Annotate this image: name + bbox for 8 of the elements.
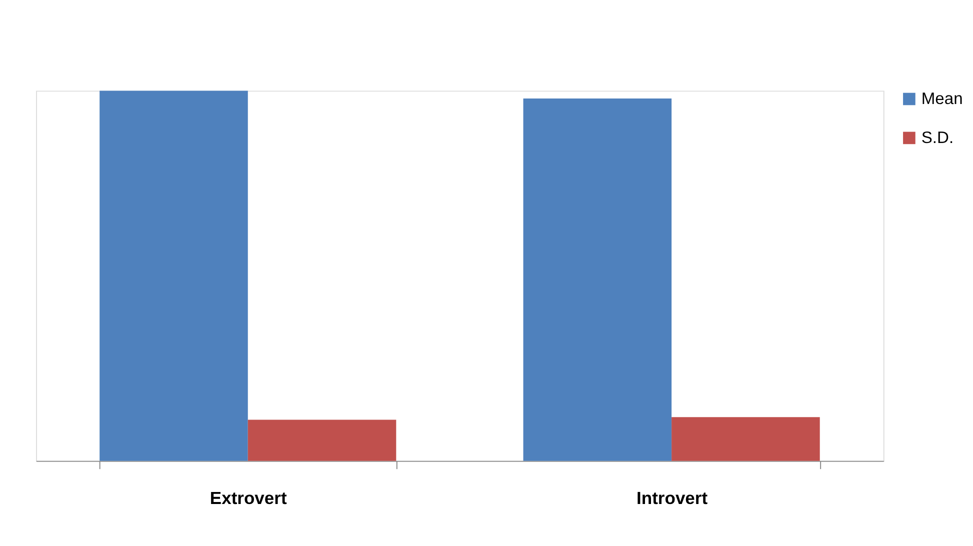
legend-label: S.D.: [921, 128, 954, 147]
bar: [248, 420, 396, 461]
legend-label: Mean: [921, 88, 963, 108]
x-tick-label: Introvert: [636, 488, 708, 508]
bar: [100, 90, 248, 461]
x-tick-label: Extrovert: [210, 488, 287, 508]
bar: [672, 417, 820, 461]
bar: [523, 98, 672, 461]
